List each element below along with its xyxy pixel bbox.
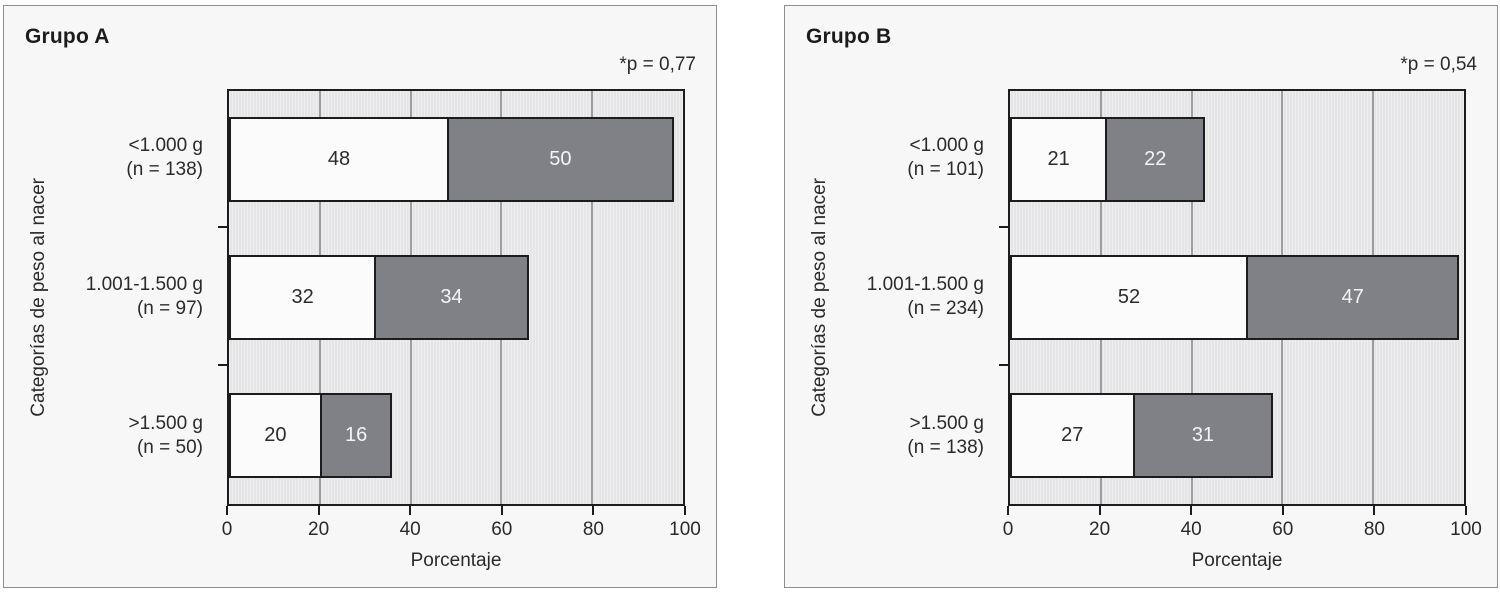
category-labels: <1.000 g (n = 138) 1.001-1.500 g (n = 97…	[4, 89, 215, 506]
plot-area: 21 22 52 47 27	[1008, 89, 1466, 506]
stacked-bar: 21 22	[1010, 117, 1464, 203]
x-axis-title: Porcentaje	[1191, 550, 1283, 571]
chart-title: Grupo A	[25, 25, 110, 48]
bar-segment-dark: 31	[1132, 392, 1274, 478]
category-label: >1.500 g (n = 50)	[128, 412, 204, 459]
bar-segment-dark: 16	[319, 392, 393, 478]
x-axis-tick-mark	[1190, 506, 1193, 515]
bar-value-label: 34	[440, 285, 463, 308]
x-axis-tick-mark	[592, 506, 595, 515]
category-label: 1.001-1.500 g (n = 97)	[85, 273, 203, 320]
bar-segment-dark: 50	[446, 117, 674, 203]
y-axis-tick-mark	[218, 364, 227, 366]
bar-row: 52 47	[1010, 229, 1464, 367]
bar-value-label: 32	[291, 285, 314, 308]
x-axis-tick-label: 100	[669, 519, 701, 540]
bar-value-label: 52	[1117, 285, 1141, 308]
bar-value-label: 47	[1341, 285, 1364, 308]
bar-value-label: 48	[327, 148, 351, 171]
x-axis-tick-label: 0	[221, 519, 233, 540]
bar-segment-light: 32	[229, 254, 375, 340]
y-axis-tick-mark	[999, 226, 1008, 228]
x-axis-tick-label: 40	[1180, 519, 1202, 540]
x-axis-title: Porcentaje	[410, 550, 502, 571]
stacked-bar: 48 50	[229, 117, 683, 203]
bar-row: 20 16	[229, 366, 683, 504]
x-axis-tick-label: 20	[1089, 519, 1111, 540]
bar-value-label: 50	[549, 148, 572, 171]
y-axis-tick-mark	[218, 226, 227, 228]
plot-area: 48 50 32 34 20	[227, 89, 685, 506]
bar-segment-light: 48	[229, 117, 447, 203]
x-axis-tick-mark	[1281, 506, 1284, 515]
bar-value-label: 27	[1061, 423, 1084, 446]
bar-value-label: 16	[344, 423, 368, 446]
stacked-bar: 27 31	[1010, 392, 1464, 478]
stacked-bar: 52 47	[1010, 254, 1464, 340]
bar-segment-dark: 22	[1105, 117, 1206, 203]
x-axis-tick-mark	[1465, 506, 1467, 515]
category-label: >1.500 g (n = 138)	[907, 412, 984, 459]
category-label: <1.000 g (n = 138)	[126, 134, 203, 181]
x-axis-tick-mark	[317, 506, 320, 515]
bar-row: 27 31	[1010, 366, 1464, 504]
p-value-annotation: *p = 0,54	[1400, 54, 1477, 75]
bar-value-label: 20	[264, 423, 287, 446]
stacked-bar: 32 34	[229, 254, 683, 340]
category-labels: <1.000 g (n = 101) 1.001-1.500 g (n = 23…	[785, 89, 996, 506]
bar-segment-dark: 34	[374, 254, 529, 340]
x-axis: 0 20 40 60 80 100	[222, 506, 701, 548]
bar-segment-light: 27	[1010, 392, 1133, 478]
x-axis-tick-label: 80	[582, 519, 604, 540]
category-label: 1.001-1.500 g (n = 234)	[866, 273, 984, 320]
chart-panel-grupo-b: Grupo B *p = 0,54 Categorías de peso al …	[784, 5, 1498, 588]
category-label: <1.000 g (n = 101)	[907, 134, 984, 181]
x-axis-tick-mark	[409, 506, 412, 515]
bar-segment-light: 52	[1010, 254, 1247, 340]
bar-segment-dark: 47	[1246, 254, 1460, 340]
bar-segment-light: 20	[229, 392, 320, 478]
x-axis-tick-label: 60	[491, 519, 513, 540]
p-value-annotation: *p = 0,77	[619, 54, 696, 75]
y-axis-tick-mark	[999, 364, 1008, 366]
bar-value-label: 31	[1191, 423, 1215, 446]
x-axis-tick-label: 40	[399, 519, 421, 540]
x-axis-tick-label: 80	[1363, 519, 1385, 540]
x-axis-tick-mark	[1098, 506, 1101, 515]
x-axis: 0 20 40 60 80 100	[1003, 506, 1482, 548]
bar-row: 32 34	[229, 229, 683, 367]
bar-value-label: 22	[1144, 148, 1167, 171]
stacked-bar: 20 16	[229, 392, 683, 478]
x-axis-tick-mark	[1373, 506, 1376, 515]
gridline	[591, 91, 594, 504]
x-axis-tick-mark	[1007, 506, 1009, 515]
x-axis-tick-mark	[226, 506, 228, 515]
x-axis-tick-mark	[684, 506, 686, 515]
x-axis-tick-mark	[500, 506, 503, 515]
bar-row: 21 22	[1010, 91, 1464, 229]
x-axis-tick-label: 0	[1002, 519, 1014, 540]
bar-segment-light: 21	[1010, 117, 1106, 203]
chart-panel-grupo-a: Grupo A *p = 0,77 Categorías de peso al …	[3, 5, 717, 588]
x-axis-tick-label: 60	[1272, 519, 1294, 540]
bar-value-label: 21	[1047, 148, 1070, 171]
x-axis-tick-label: 100	[1450, 519, 1482, 540]
x-axis-tick-label: 20	[308, 519, 330, 540]
bar-row: 48 50	[229, 91, 683, 229]
chart-title: Grupo B	[806, 25, 892, 48]
